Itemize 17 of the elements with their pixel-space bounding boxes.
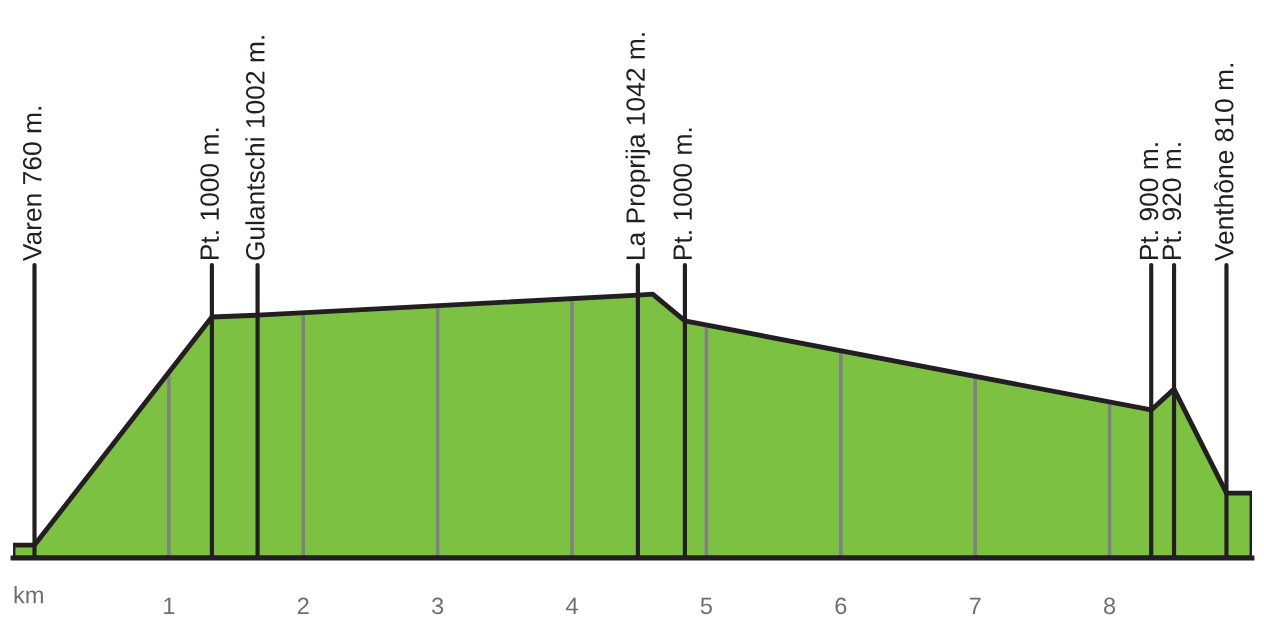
ref-line-label: Gulantschi 1002 m. — [245, 36, 265, 260]
x-tick-label: 4 — [566, 597, 578, 614]
x-tick-label: 6 — [835, 597, 847, 615]
x-tick-label: 3 — [431, 597, 444, 615]
ref-line-label: La Proprija 1042 m. — [625, 33, 651, 259]
x-tick-label: 7 — [969, 597, 981, 614]
ref-line-label: Pt. 1000 m. — [200, 128, 219, 259]
ref-line-label: Pt. 900 m. — [1139, 143, 1159, 259]
x-axis-title: km — [14, 586, 43, 604]
ref-line-label: Pt. 920 m. — [1162, 143, 1182, 259]
x-tick-label: 2 — [297, 597, 309, 614]
x-tick-label: 1 — [164, 597, 175, 614]
x-tick-label: 8 — [1104, 597, 1116, 615]
x-tick-label: 5 — [700, 597, 712, 615]
ref-line-label: Venthône 810 m. — [1214, 64, 1234, 262]
ref-line-label: Varen 760 m. — [22, 107, 42, 262]
ref-line-label: Pt. 1000 m. — [673, 128, 692, 259]
